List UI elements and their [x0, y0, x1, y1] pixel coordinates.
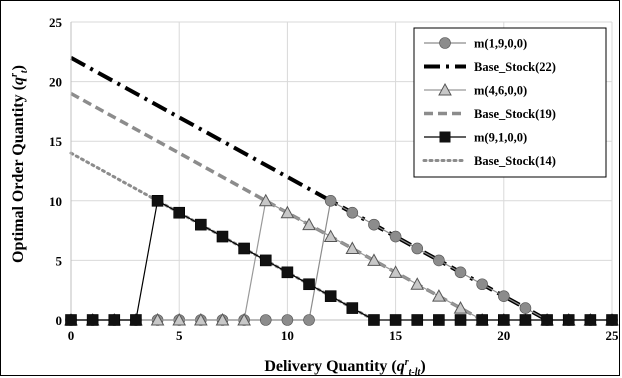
- data-point-m(4,6,0,0)-12: [323, 229, 338, 243]
- data-point-m(9,1,0,0)-5: [173, 206, 185, 219]
- data-point-m(1,9,0,0)-20: [497, 290, 510, 302]
- x-tick-labels: 0 5 10 15 20 25: [68, 328, 619, 343]
- data-point-m(9,1,0,0)-20: [497, 314, 510, 326]
- x-axis-title: Delivery Quantity (qrt-lt): [264, 357, 425, 378]
- legend-marker-m(1,9,0,0): [439, 37, 451, 49]
- y-tick-labels: 0 5 10 15 20 25: [49, 15, 63, 328]
- x-tick-label-25: 25: [606, 328, 620, 343]
- data-point-m(9,1,0,0)-0: [65, 314, 77, 326]
- y-tick-label-15: 15: [49, 134, 63, 149]
- data-point-m(1,9,0,0)-15: [389, 230, 402, 243]
- data-point-m(9,1,0,0)-21: [519, 314, 532, 326]
- data-point-m(9,1,0,0)-12: [324, 290, 337, 302]
- data-point-m(9,1,0,0)-24: [584, 314, 597, 326]
- data-point-m(1,9,0,0)-10: [281, 314, 294, 326]
- data-point-m(4,6,0,0)-10: [280, 205, 295, 219]
- series-group-m(9,1,0,0): [65, 195, 618, 326]
- data-point-m(9,1,0,0)-22: [541, 314, 553, 326]
- series-line-Base_Stock(19): [70, 91, 484, 322]
- data-point-m(4,6,0,0)-11: [302, 217, 316, 231]
- x-tick-label-15: 15: [389, 328, 403, 343]
- data-point-m(9,1,0,0)-1: [86, 314, 99, 326]
- data-point-m(9,1,0,0)-3: [130, 314, 142, 326]
- x-tick-label-5: 5: [176, 328, 183, 343]
- data-point-m(9,1,0,0)-25: [606, 314, 618, 326]
- y-axis-title: Optimal Order Quantity (qrt): [9, 65, 30, 263]
- y-tick-label-10: 10: [49, 194, 62, 209]
- data-point-m(9,1,0,0)-16: [411, 314, 424, 326]
- data-point-m(1,9,0,0)-13: [346, 206, 359, 219]
- data-point-m(4,6,0,0)-15: [388, 265, 403, 278]
- data-point-m(1,9,0,0)-9: [259, 314, 272, 326]
- data-point-m(1,9,0,0)-19: [476, 278, 488, 291]
- y-tick-label-0: 0: [56, 313, 63, 328]
- data-point-m(1,9,0,0)-11: [303, 314, 315, 326]
- data-point-m(4,6,0,0)-8: [237, 312, 251, 326]
- data-point-m(1,9,0,0)-14: [368, 218, 380, 231]
- data-point-m(9,1,0,0)-6: [195, 218, 207, 231]
- legend: m(1,9,0,0) Base_Stock(22) m(4,6,0,0) Base_S…: [413, 27, 607, 178]
- legend-label-m(4,6,0,0): m(4,6,0,0): [474, 84, 527, 98]
- data-point-m(9,1,0,0)-23: [562, 314, 575, 326]
- data-point-m(1,9,0,0)-16: [411, 242, 424, 255]
- legend-box: [413, 27, 607, 178]
- marker-series: [64, 193, 619, 326]
- data-point-m(9,1,0,0)-9: [259, 254, 272, 267]
- y-tick-label-25: 25: [49, 15, 63, 30]
- x-tick-label-20: 20: [497, 328, 510, 343]
- y-tick-label-20: 20: [49, 75, 62, 90]
- data-point-m(4,6,0,0)-16: [410, 277, 425, 290]
- data-point-m(1,9,0,0)-21: [519, 302, 532, 314]
- data-point-m(9,1,0,0)-19: [476, 314, 488, 326]
- data-point-m(4,6,0,0)-13: [345, 241, 360, 254]
- x-tick-label-0: 0: [68, 328, 75, 343]
- legend-label-m(9,1,0,0): m(9,1,0,0): [474, 131, 527, 145]
- data-point-m(9,1,0,0)-2: [108, 314, 121, 326]
- data-point-m(4,6,0,0)-9: [258, 193, 273, 207]
- data-point-m(4,6,0,0)-7: [215, 312, 230, 326]
- data-point-m(9,1,0,0)-10: [281, 266, 294, 279]
- data-point-m(9,1,0,0)-4: [151, 195, 164, 207]
- data-point-m(4,6,0,0)-5: [172, 312, 187, 326]
- data-point-m(1,9,0,0)-17: [433, 254, 445, 267]
- data-point-m(4,6,0,0)-14: [367, 253, 381, 266]
- legend-label-Base_Stock(22): Base_Stock(22): [474, 60, 556, 74]
- data-point-m(9,1,0,0)-18: [454, 314, 467, 326]
- data-point-m(9,1,0,0)-13: [346, 302, 359, 314]
- data-point-m(9,1,0,0)-15: [389, 314, 402, 326]
- data-point-m(1,9,0,0)-18: [454, 266, 467, 279]
- data-point-m(9,1,0,0)-14: [368, 314, 380, 326]
- legend-label-m(1,9,0,0): m(1,9,0,0): [474, 37, 527, 51]
- legend-marker-m(4,6,0,0): [438, 82, 452, 96]
- data-point-m(1,9,0,0)-12: [324, 195, 337, 207]
- data-point-m(4,6,0,0)-6: [193, 312, 208, 326]
- legend-marker-m(9,1,0,0): [439, 131, 451, 143]
- data-point-m(4,6,0,0)-17: [432, 289, 446, 302]
- y-tick-label-5: 5: [56, 253, 63, 268]
- data-point-m(9,1,0,0)-11: [303, 278, 315, 291]
- data-point-m(9,1,0,0)-7: [216, 230, 229, 243]
- legend-label-Base_Stock(14): Base_Stock(14): [474, 154, 556, 168]
- data-point-m(9,1,0,0)-8: [238, 242, 250, 255]
- data-point-m(4,6,0,0)-18: [453, 301, 468, 314]
- data-point-m(4,6,0,0)-4: [150, 312, 165, 326]
- x-tick-label-10: 10: [281, 328, 294, 343]
- data-point-m(9,1,0,0)-17: [433, 314, 445, 326]
- legend-label-Base_Stock(19): Base_Stock(19): [474, 107, 556, 121]
- series-line-Base_Stock(22): [70, 56, 549, 322]
